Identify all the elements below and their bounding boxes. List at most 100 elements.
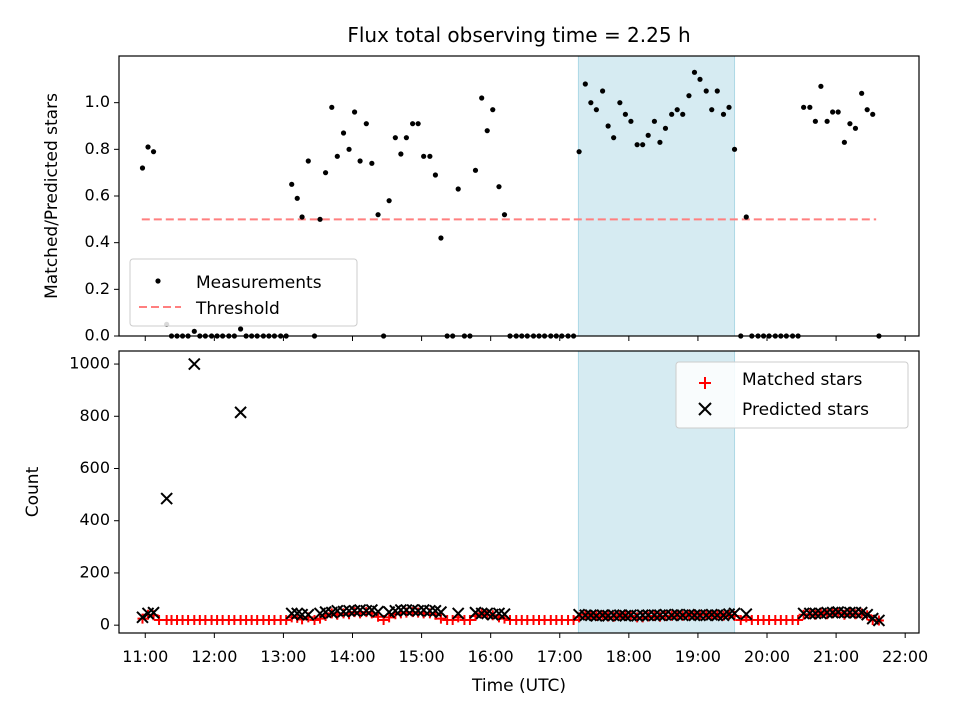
- measurement-point: [651, 118, 658, 124]
- matched-star-point: [315, 613, 326, 624]
- measurement-point: [628, 118, 634, 124]
- predicted-star-point: [234, 406, 247, 419]
- measurement-point: [714, 88, 720, 94]
- legend-threshold: Threshold: [195, 299, 280, 319]
- predicted-star-point: [451, 607, 465, 620]
- measurement-point: [496, 184, 502, 190]
- measurement-point: [576, 149, 582, 155]
- measurement-point: [329, 104, 335, 110]
- top-x-ticks: [144, 336, 906, 341]
- top-legend: Measurements Threshold: [129, 258, 358, 327]
- measurement-point: [835, 109, 841, 115]
- matched-star-point: [793, 614, 804, 625]
- measurement-point: [403, 135, 409, 141]
- measurement-point: [686, 93, 692, 99]
- measurement-point: [145, 144, 151, 150]
- predicted-star-point: [342, 604, 356, 618]
- y-tick-label: 1000: [69, 354, 110, 373]
- measurement-point: [611, 135, 617, 141]
- measurement-point: [824, 118, 830, 124]
- predicted-star-point: [803, 607, 817, 620]
- y-tick-label: 0.2: [85, 279, 110, 298]
- predicted-star-point: [740, 607, 753, 621]
- matched-legend-marker: [699, 377, 711, 389]
- measurement-point: [299, 214, 305, 220]
- legend-measurements: Measurements: [196, 273, 322, 293]
- measurement-point: [634, 142, 640, 148]
- measurement-point: [852, 125, 859, 131]
- measurement-point: [191, 328, 197, 334]
- measurement-point: [593, 107, 599, 113]
- measurement-point: [351, 109, 358, 115]
- measurement-point: [150, 149, 157, 155]
- measurement-point: [357, 158, 363, 164]
- legend-predicted: Predicted stars: [742, 400, 869, 420]
- measurement-point: [617, 100, 623, 106]
- measurement-point: [455, 186, 461, 192]
- measurement-point: [726, 104, 732, 110]
- measurement-point: [640, 142, 646, 148]
- measurement-point: [818, 83, 824, 89]
- measurement-point: [294, 195, 300, 201]
- matched-star-point: [309, 614, 320, 625]
- measurement-point: [864, 107, 870, 113]
- x-tick-label: 15:00: [399, 647, 445, 666]
- y-tick-label: 600: [79, 458, 110, 477]
- y-tick-label: 0.6: [85, 186, 110, 205]
- bottom-legend-box: [675, 361, 909, 429]
- measurement-point: [472, 167, 479, 173]
- predicted-star-point: [728, 607, 741, 620]
- top-axes-frame: [118, 55, 920, 337]
- measurement-point: [346, 146, 352, 152]
- measurement-point: [369, 160, 375, 166]
- measurement-point: [812, 118, 818, 124]
- y-tick-label: 0.0: [85, 326, 110, 345]
- bottom-legend: Matched stars Predicted stars: [675, 361, 909, 429]
- top-panel: 0.0 0.2 0.4 0.6 0.8 1.0 Matched/Predicted sta…: [42, 55, 920, 345]
- measurement-point: [709, 107, 715, 113]
- y-tick-label: 1.0: [85, 92, 110, 111]
- measurement-point: [375, 212, 381, 218]
- measurement-point: [427, 153, 433, 159]
- count-points: [136, 357, 886, 627]
- measurement-point: [674, 107, 680, 113]
- measurement-point: [645, 132, 651, 138]
- measurements-legend-marker: [155, 278, 161, 284]
- measurement-point: [801, 104, 807, 110]
- measurement-point: [501, 212, 508, 218]
- x-tick-label: 18:00: [606, 647, 652, 666]
- matched-star-point: [447, 614, 458, 625]
- x-tick-label: 17:00: [537, 647, 583, 666]
- measurement-point: [237, 326, 244, 332]
- predicted-star-point: [872, 614, 886, 627]
- measurement-point: [363, 121, 369, 127]
- measurement-point: [605, 123, 611, 129]
- predicted-star-point: [809, 607, 822, 620]
- measurement-point: [703, 88, 709, 94]
- measurement-point: [322, 170, 329, 176]
- matched-star-point: [384, 612, 395, 623]
- measurement-point: [841, 139, 847, 145]
- predicted-star-point: [147, 606, 160, 619]
- y-tick-label: 400: [79, 510, 110, 529]
- measurement-point: [669, 111, 675, 117]
- measurement-point: [731, 146, 738, 152]
- top-y-ticks: 0.0 0.2 0.4 0.6 0.8 1.0: [85, 92, 119, 345]
- bottom-x-ticks: 11:00 12:00 13:00 14:00 15:00 16:00 17:00 18:00…: [122, 633, 928, 666]
- x-tick-label: 11:00: [122, 647, 168, 666]
- x-tick-label: 14:00: [329, 647, 375, 666]
- predicted-star-point: [636, 609, 649, 622]
- measurement-point: [743, 214, 749, 220]
- measurement-point: [680, 111, 686, 117]
- measurement-point: [410, 121, 416, 127]
- measurement-point: [139, 165, 146, 171]
- predicted-star-point: [688, 609, 701, 622]
- measurement-point: [479, 95, 485, 101]
- x-tick-label: 22:00: [882, 647, 928, 666]
- predicted-star-point: [434, 605, 448, 619]
- y-tick-label: 0.4: [85, 232, 110, 251]
- top-legend-box: [129, 258, 358, 327]
- measurement-point: [588, 100, 594, 106]
- measurement-point: [305, 158, 311, 164]
